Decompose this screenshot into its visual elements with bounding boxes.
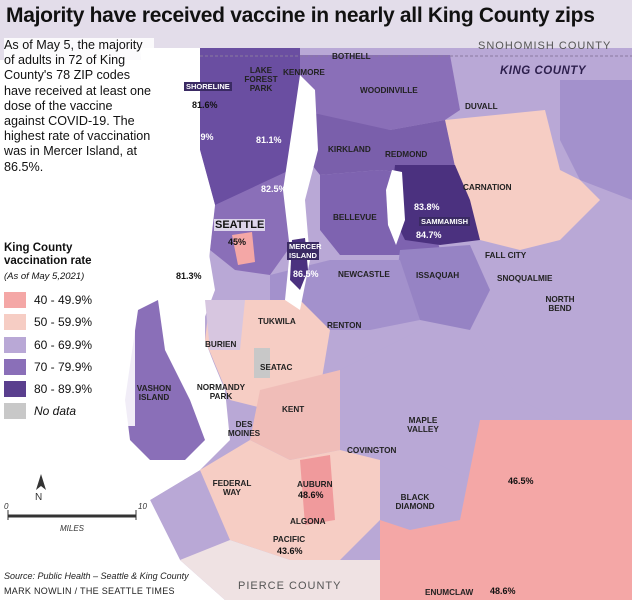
label-algona: ALGONA (290, 517, 326, 526)
zip-issaquah (395, 245, 490, 330)
zip-woodinville (300, 55, 460, 130)
scale-zero: 0 (4, 502, 9, 511)
king-county-label: KING COUNTY (500, 65, 586, 77)
scale-unit: MILES (60, 524, 85, 533)
snohomish-county-label: SNOHOMISH COUNTY (478, 40, 612, 52)
label-redmond: REDMOND (385, 150, 428, 159)
label-federal-way: FEDERAL WAY (212, 479, 252, 497)
label-newcastle: NEWCASTLE (338, 270, 390, 279)
label-pacific: PACIFIC (273, 535, 306, 544)
legend-item: 50 - 59.9% (4, 313, 92, 331)
vashon-island (125, 300, 205, 460)
label-issaquah: ISSAQUAH (416, 271, 460, 280)
label-burien: BURIEN (205, 340, 237, 349)
intro-text: As of May 5, the majority of adults in 7… (4, 38, 154, 175)
zip-kent (250, 370, 360, 460)
zip-duvall (445, 110, 600, 250)
label-normandy-park: NORMANDY PARK (196, 383, 246, 401)
legend-subtitle: (As of May 5,2021) (4, 271, 85, 282)
label-mercer-island: MERCER ISLAND (287, 242, 322, 260)
legend-item: 80 - 89.9% (4, 380, 92, 398)
rate-sammamish-b: 84.7% (416, 230, 442, 240)
rate-auburn: 48.6% (298, 490, 324, 500)
label-snoqualmie: SNOQUALMIE (497, 274, 553, 283)
label-seatac: SEATAC (260, 363, 293, 372)
puget-sound (0, 48, 220, 600)
label-kirkland: KIRKLAND (328, 145, 371, 154)
zip-northeast (560, 80, 632, 200)
zip-maple-valley (340, 330, 470, 460)
label-renton: RENTON (327, 321, 362, 330)
label-fall-city: FALL CITY (485, 251, 527, 260)
rate-north-seattle: 81.1% (256, 135, 282, 145)
legend-item: 70 - 79.9% (4, 358, 92, 376)
credit-text: MARK NOWLIN / THE SEATTLE TIMES (4, 586, 175, 596)
rate-west-seattle: 81.3% (176, 271, 202, 281)
zip-enumclaw (380, 420, 632, 600)
rate-mercer-island: 86.5% (293, 269, 319, 279)
rate-nw-seattle: 83.9% (188, 132, 214, 142)
zip-burien (205, 300, 245, 350)
label-woodinville: WOODINVILLE (360, 86, 418, 95)
rate-pacific: 43.6% (277, 546, 303, 556)
legend-item: No data (4, 402, 76, 420)
rate-southeast: 46.5% (508, 476, 534, 486)
rate-shoreline: 81.6% (192, 100, 218, 110)
legend-label: 80 - 89.9% (34, 382, 93, 396)
legend-item: 60 - 69.9% (4, 336, 92, 354)
rate-central-seattle: 82.5% (261, 184, 287, 194)
zip-seattle-south (232, 232, 255, 265)
label-tukwila: TUKWILA (258, 317, 296, 326)
label-covington: COVINGTON (347, 446, 397, 455)
label-kent: KENT (282, 405, 305, 414)
legend-swatch (4, 403, 26, 419)
legend-item: 40 - 49.9% (4, 291, 92, 309)
pierce-area (180, 540, 380, 600)
rate-sammamish-a: 83.8% (414, 202, 440, 212)
seatac-airport (254, 348, 270, 378)
legend-swatch (4, 359, 26, 375)
legend-swatch (4, 292, 26, 308)
label-bellevue: BELLEVUE (333, 213, 377, 222)
zip-federal-way-auburn (200, 440, 380, 560)
legend-swatch (4, 381, 26, 397)
legend-label: 40 - 49.9% (34, 293, 93, 307)
label-lake-forest-park: LAKE FOREST PARK (244, 66, 278, 93)
zip-southeast-purple (540, 260, 632, 420)
zip-auburn (300, 455, 335, 525)
zip-black-diamond (380, 460, 470, 530)
label-shoreline: SHORELINE (184, 82, 232, 91)
legend-swatch (4, 337, 26, 353)
legend-label: No data (34, 404, 77, 418)
label-des-moines: DES MOINES (227, 420, 261, 438)
label-vashon-island: VASHON ISLAND (136, 384, 172, 402)
label-enumclaw: ENUMCLAW (425, 588, 474, 597)
legend-title: King County vaccination rate (4, 242, 92, 267)
lake-sammamish (386, 170, 405, 245)
label-sammamish: SAMMAMISH (419, 217, 471, 226)
scale-ten: 10 (138, 502, 147, 511)
north-label: N (35, 492, 43, 503)
label-carnation: CARNATION (463, 183, 512, 192)
label-bothell: BOTHELL (332, 52, 371, 61)
page-title: Majority have received vaccine in nearly… (6, 4, 595, 27)
label-kenmore: KENMORE (283, 68, 325, 77)
label-seattle: SEATTLE (214, 219, 266, 231)
label-auburn: AUBURN (297, 480, 333, 489)
label-north-bend: NORTH BEND (545, 295, 575, 313)
north-arrow-icon (36, 474, 46, 490)
rate-enumclaw: 48.6% (490, 586, 516, 596)
rate-seattle-south: 45% (228, 237, 247, 247)
legend-label: 50 - 59.9% (34, 315, 93, 329)
label-maple-valley: MAPLE VALLEY (407, 416, 439, 434)
legend-swatch (4, 314, 26, 330)
source-text: Source: Public Health – Seattle & King C… (4, 571, 189, 581)
legend-label: 60 - 69.9% (34, 338, 93, 352)
label-duvall: DUVALL (465, 102, 498, 111)
label-black-diamond: BLACK DIAMOND (395, 493, 435, 511)
pierce-county-label: PIERCE COUNTY (238, 580, 342, 592)
legend-label: 70 - 79.9% (34, 360, 93, 374)
